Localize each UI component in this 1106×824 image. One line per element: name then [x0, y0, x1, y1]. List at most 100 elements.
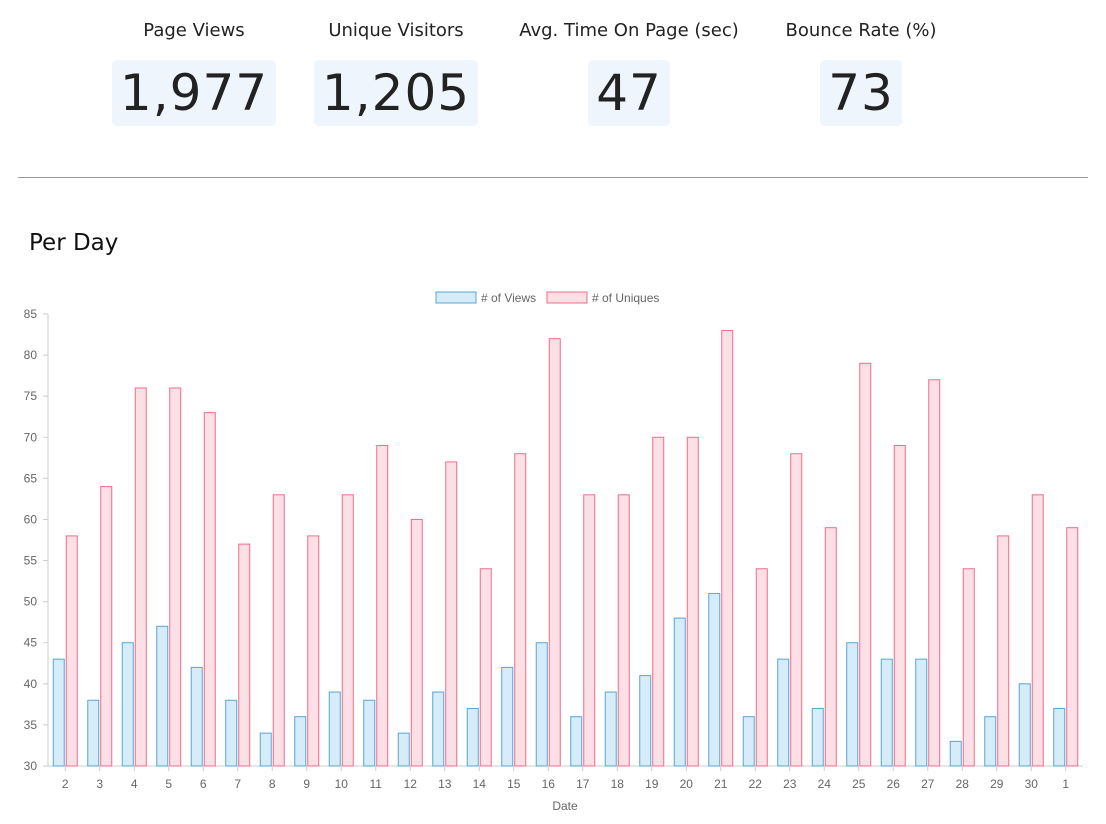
x-tick-label: 30 — [1025, 777, 1039, 791]
x-tick-label: 12 — [404, 777, 418, 791]
bar-uniques-11 — [376, 444, 389, 767]
bar-views-23 — [777, 658, 790, 767]
stat-label: Unique Visitors — [328, 20, 464, 41]
bar-views-15 — [501, 666, 514, 767]
bar-views-19 — [639, 675, 652, 767]
stat-value: 47 — [588, 60, 670, 126]
bar-views-9 — [294, 716, 307, 767]
x-tick-label: 28 — [956, 777, 970, 791]
x-tick-label: 19 — [645, 777, 659, 791]
x-tick-label: 5 — [165, 777, 172, 791]
bar-uniques-22 — [755, 568, 768, 767]
bar-views-12 — [397, 732, 410, 767]
bar-uniques-2 — [65, 535, 78, 767]
bar-views-16 — [535, 642, 548, 767]
y-tick-label: 35 — [24, 718, 38, 732]
section-title: Per Day — [29, 230, 119, 256]
bar-uniques-5 — [169, 387, 182, 767]
bar-views-3 — [87, 699, 100, 767]
x-tick-label: 21 — [714, 777, 728, 791]
bar-views-5 — [156, 625, 169, 767]
bar-views-8 — [259, 732, 272, 767]
bar-uniques-23 — [790, 453, 803, 767]
y-tick-label: 60 — [24, 512, 38, 526]
bar-uniques-25 — [859, 362, 872, 767]
bar-uniques-13 — [445, 461, 458, 767]
stats-summary: Page Views 1,977 Unique Visitors 1,205 A… — [0, 0, 1106, 140]
bar-uniques-20 — [686, 436, 699, 767]
bar-uniques-29 — [997, 535, 1010, 767]
x-tick-label: 23 — [783, 777, 797, 791]
x-tick-label: 14 — [473, 777, 487, 791]
x-tick-label: 4 — [131, 777, 138, 791]
bar-uniques-21 — [721, 329, 734, 767]
stat-label: Bounce Rate (%) — [785, 20, 937, 41]
x-tick-label: 2 — [62, 777, 69, 791]
bar-views-7 — [225, 699, 238, 767]
stat-bounce-rate: Bounce Rate (%) 73 — [756, 18, 966, 126]
stat-label: Page Views — [143, 20, 245, 41]
bar-uniques-18 — [617, 494, 630, 767]
y-tick-label: 80 — [24, 348, 38, 362]
bar-uniques-3 — [100, 486, 113, 767]
bar-uniques-7 — [238, 543, 251, 767]
x-tick-label: 29 — [990, 777, 1004, 791]
stat-value: 73 — [820, 60, 902, 126]
y-tick-label: 30 — [24, 759, 38, 773]
legend-label-views: # of Views — [481, 291, 536, 305]
x-tick-label: 13 — [438, 777, 452, 791]
section-divider — [18, 177, 1088, 178]
legend-label-uniques: # of Uniques — [592, 291, 659, 305]
bar-views-26 — [880, 658, 893, 767]
bar-views-4 — [121, 642, 134, 767]
stat-label: Avg. Time On Page (sec) — [519, 20, 739, 41]
bar-views-11 — [363, 699, 376, 767]
bar-uniques-24 — [824, 527, 837, 767]
bar-uniques-17 — [583, 494, 596, 767]
bar-uniques-26 — [893, 444, 906, 767]
bar-views-30 — [1018, 683, 1031, 767]
bar-views-21 — [708, 592, 721, 767]
bar-views-17 — [570, 716, 583, 767]
stat-value: 1,205 — [313, 60, 479, 126]
bar-uniques-10 — [341, 494, 354, 767]
stat-page-views: Page Views 1,977 — [94, 18, 294, 126]
x-tick-label: 6 — [200, 777, 207, 791]
bar-uniques-4 — [134, 387, 147, 767]
x-tick-label: 7 — [234, 777, 241, 791]
bar-views-6 — [190, 666, 203, 767]
stat-value: 1,977 — [111, 60, 277, 126]
legend-swatch-views — [435, 291, 477, 304]
bar-views-22 — [742, 716, 755, 767]
y-tick-label: 85 — [24, 307, 38, 321]
bar-views-24 — [811, 707, 824, 767]
x-tick-label: 15 — [507, 777, 521, 791]
x-tick-label: 10 — [335, 777, 349, 791]
x-tick-label: 25 — [852, 777, 866, 791]
bar-views-20 — [673, 617, 686, 767]
bar-views-13 — [432, 691, 445, 767]
x-tick-label: 22 — [749, 777, 763, 791]
y-tick-label: 40 — [24, 677, 38, 691]
x-tick-label: 26 — [887, 777, 901, 791]
x-tick-label: 1 — [1062, 777, 1069, 791]
x-tick-label: 8 — [269, 777, 276, 791]
bar-views-10 — [328, 691, 341, 767]
x-tick-label: 20 — [680, 777, 694, 791]
bar-uniques-28 — [962, 568, 975, 767]
y-tick-label: 50 — [24, 595, 38, 609]
bar-views-18 — [604, 691, 617, 767]
x-tick-label: 27 — [921, 777, 935, 791]
x-tick-label: 18 — [611, 777, 625, 791]
bar-views-27 — [915, 658, 928, 767]
bar-uniques-14 — [479, 568, 492, 767]
bar-uniques-19 — [652, 436, 665, 767]
y-tick-label: 65 — [24, 471, 38, 485]
bar-uniques-6 — [203, 412, 216, 767]
stat-unique-visitors: Unique Visitors 1,205 — [286, 18, 506, 126]
bar-views-2 — [52, 658, 65, 767]
bar-uniques-16 — [548, 338, 561, 767]
x-tick-label: 11 — [370, 777, 383, 791]
stat-avg-time-on-page: Avg. Time On Page (sec) 47 — [499, 18, 759, 126]
